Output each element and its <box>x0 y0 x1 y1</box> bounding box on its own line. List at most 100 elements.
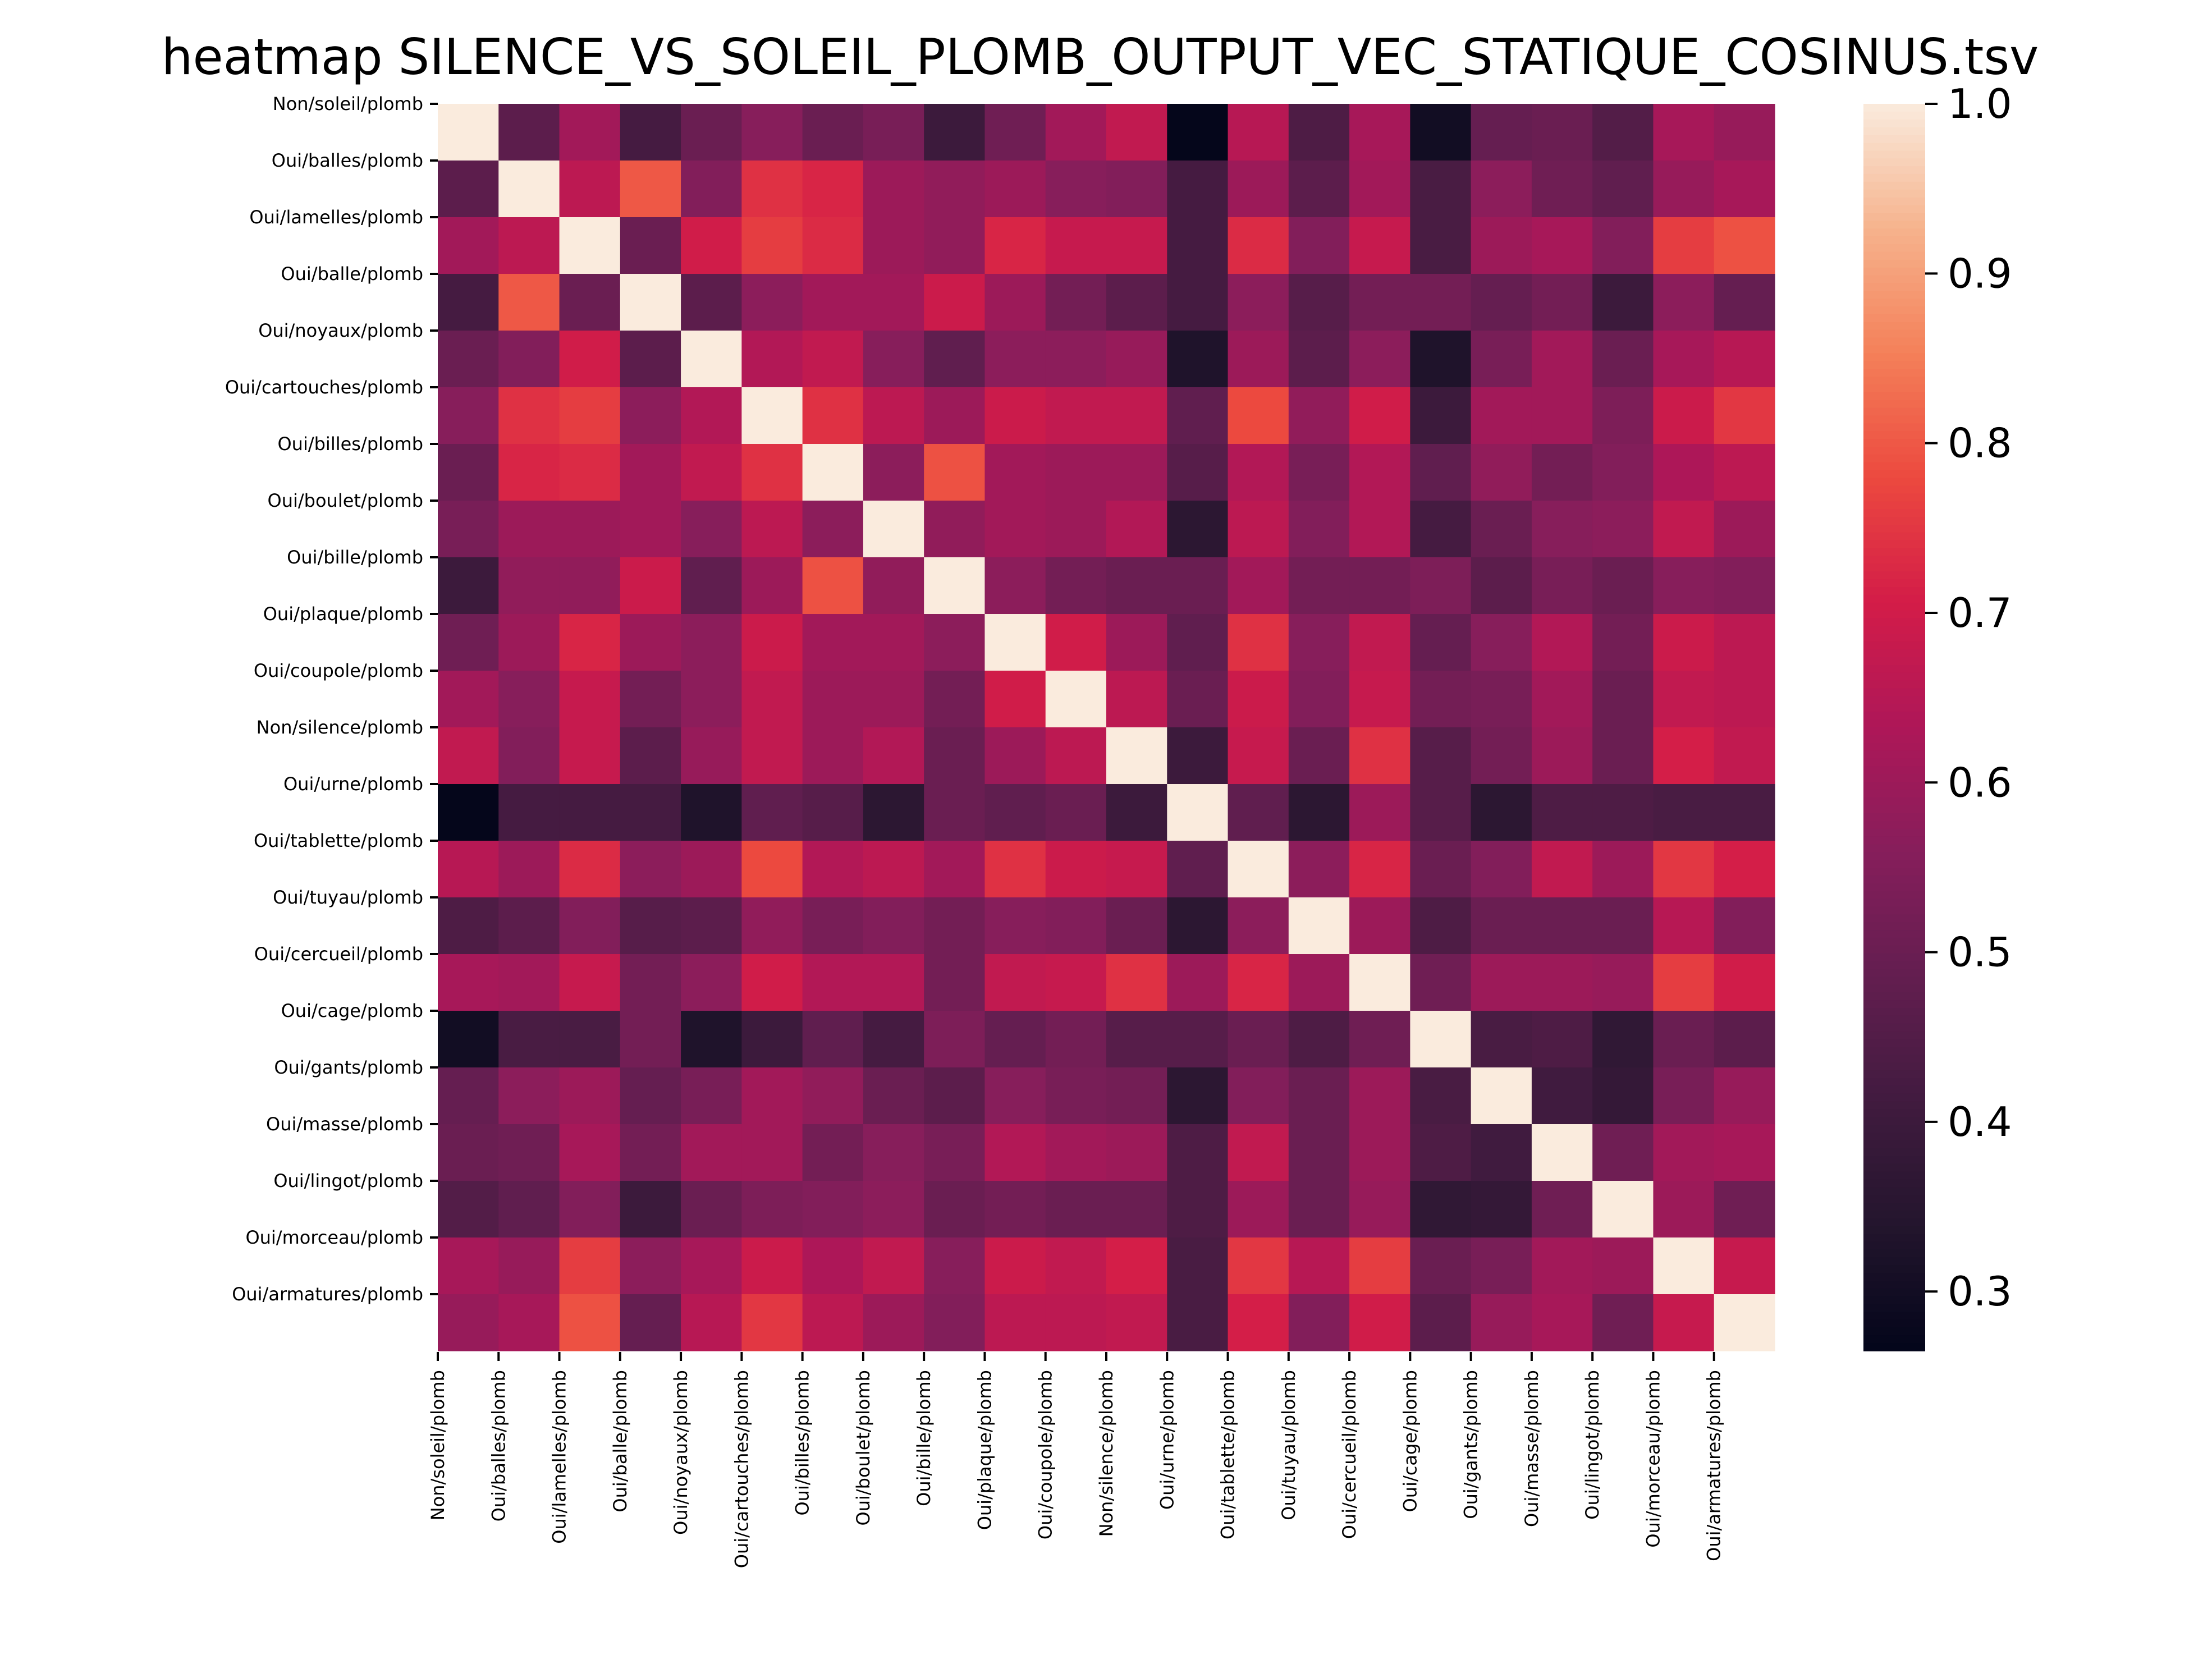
y-tick-label: Oui/tablette/plomb <box>254 830 423 851</box>
heatmap-cell-15-13 <box>1228 954 1289 1011</box>
x-tick-label: Oui/coupole/plomb <box>1035 1370 1056 1539</box>
colorbar-segment <box>1863 1343 1925 1351</box>
heatmap-cell-17-6 <box>802 1067 864 1125</box>
colorbar-segment <box>1863 1133 1925 1141</box>
heatmap-cell-14-6 <box>802 897 864 955</box>
heatmap-cell-1-13 <box>1228 161 1289 218</box>
heatmap-cell-16-21 <box>1714 1011 1775 1068</box>
colorbar: 0.3 0.4 0.5 0.6 0.7 0.8 0.9 1.0 <box>1863 80 2012 1351</box>
heatmap-cell-17-10 <box>1045 1067 1107 1125</box>
heatmap-cell-20-6 <box>802 1237 864 1295</box>
heatmap-cell-20-4 <box>681 1237 742 1295</box>
colorbar-segment <box>1863 821 1925 829</box>
heatmap-cell-14-3 <box>620 897 681 955</box>
heatmap-cell-21-4 <box>681 1294 742 1351</box>
heatmap-cell-20-19 <box>1592 1237 1654 1295</box>
colorbar-segment <box>1863 1234 1925 1243</box>
colorbar-segment <box>1863 945 1925 954</box>
heatmap-cell-8-20 <box>1653 557 1715 615</box>
y-tick-label: Oui/gants/plomb <box>274 1057 423 1078</box>
x-tick-label: Oui/plaque/plomb <box>974 1370 996 1530</box>
heatmap-cell-3-1 <box>498 274 560 331</box>
heatmap-cell-3-4 <box>681 274 742 331</box>
heatmap-cell-0-20 <box>1653 104 1715 161</box>
heatmap-cell-16-3 <box>620 1011 681 1068</box>
heatmap-cell-4-1 <box>498 331 560 388</box>
heatmap-cell-7-17 <box>1471 501 1532 558</box>
heatmap-cell-19-2 <box>559 1181 621 1238</box>
heatmap-cell-4-2 <box>559 331 621 388</box>
colorbar-segment <box>1863 1288 1925 1297</box>
colorbar-segment <box>1863 696 1925 705</box>
x-tick-label: Oui/balle/plomb <box>610 1370 631 1512</box>
y-tick-label: Oui/cercueil/plomb <box>254 943 423 965</box>
heatmap-cell-2-11 <box>1106 217 1167 274</box>
heatmap-cell-21-11 <box>1106 1294 1167 1351</box>
heatmap-cell-18-4 <box>681 1124 742 1181</box>
heatmap-cell-2-15 <box>1349 217 1410 274</box>
heatmap-cell-2-20 <box>1653 217 1715 274</box>
heatmap-cell-2-5 <box>741 217 803 274</box>
heatmap-cell-11-14 <box>1288 727 1350 785</box>
heatmap-cell-11-0 <box>438 727 499 785</box>
heatmap-cell-1-10 <box>1045 161 1107 218</box>
heatmap-cell-3-15 <box>1349 274 1410 331</box>
x-tick-label: Oui/cercueil/plomb <box>1339 1370 1360 1539</box>
heatmap-cell-19-3 <box>620 1181 681 1238</box>
colorbar-segment <box>1863 540 1925 549</box>
colorbar-segment <box>1863 1015 1925 1024</box>
heatmap-cell-15-19 <box>1592 954 1654 1011</box>
heatmap-cell-16-5 <box>741 1011 803 1068</box>
colorbar-segment <box>1863 353 1925 362</box>
heatmap-cell-21-14 <box>1288 1294 1350 1351</box>
colorbar-segment <box>1863 439 1925 447</box>
heatmap-cell-21-17 <box>1471 1294 1532 1351</box>
colorbar-segment <box>1863 275 1925 284</box>
y-tick-label: Oui/urne/plomb <box>283 773 423 795</box>
heatmap-cell-13-14 <box>1288 841 1350 898</box>
colorbar-segment <box>1863 727 1925 736</box>
heatmap-cell-20-18 <box>1531 1237 1593 1295</box>
heatmap-cell-13-15 <box>1349 841 1410 898</box>
heatmap-cell-11-11 <box>1106 727 1167 785</box>
heatmap-cell-9-4 <box>681 614 742 671</box>
heatmap-cell-13-7 <box>863 841 924 898</box>
colorbar-segment <box>1863 742 1925 751</box>
heatmap-cell-8-4 <box>681 557 742 615</box>
heatmap-cell-13-13 <box>1228 841 1289 898</box>
colorbar-segment <box>1863 563 1925 572</box>
heatmap-cell-11-15 <box>1349 727 1410 785</box>
heatmap-cell-6-7 <box>863 444 924 501</box>
heatmap-cell-9-0 <box>438 614 499 671</box>
colorbar-segment <box>1863 626 1925 635</box>
heatmap-cell-20-1 <box>498 1237 560 1295</box>
heatmap-cell-17-7 <box>863 1067 924 1125</box>
heatmap-cell-10-3 <box>620 671 681 728</box>
colorbar-segment <box>1863 291 1925 299</box>
heatmap-cell-17-17 <box>1471 1067 1532 1125</box>
heatmap-cell-14-7 <box>863 897 924 955</box>
heatmap-cell-6-8 <box>924 444 986 501</box>
colorbar-segment <box>1863 173 1925 182</box>
heatmap-cell-18-16 <box>1410 1124 1472 1181</box>
colorbar-segment <box>1863 1109 1925 1118</box>
heatmap-cell-16-18 <box>1531 1011 1593 1068</box>
heatmap-cell-3-18 <box>1531 274 1593 331</box>
heatmap-cell-19-15 <box>1349 1181 1410 1238</box>
heatmap-cell-5-4 <box>681 387 742 444</box>
colorbar-segment <box>1863 1047 1925 1056</box>
colorbar-segment <box>1863 1335 1925 1344</box>
heatmap-cell-8-18 <box>1531 557 1593 615</box>
heatmap-cell-5-9 <box>984 387 1046 444</box>
heatmap-cell-15-3 <box>620 954 681 1011</box>
heatmap-cell-21-5 <box>741 1294 803 1351</box>
heatmap-cell-7-5 <box>741 501 803 558</box>
colorbar-segment <box>1863 228 1925 237</box>
heatmap-cell-16-13 <box>1228 1011 1289 1068</box>
heatmap-cell-9-13 <box>1228 614 1289 671</box>
heatmap-cell-7-21 <box>1714 501 1775 558</box>
heatmap-cell-7-1 <box>498 501 560 558</box>
heatmap-cell-3-19 <box>1592 274 1654 331</box>
heatmap-cell-12-6 <box>802 784 864 841</box>
colorbar-segment <box>1863 937 1925 946</box>
